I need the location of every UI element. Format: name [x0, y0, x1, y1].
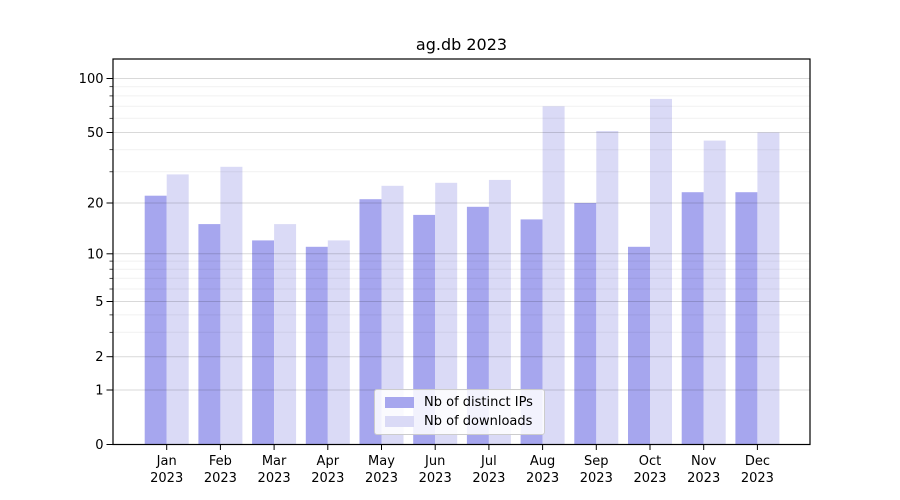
y-tick-label-2: 2 — [95, 350, 103, 365]
bar-jun-distinct-ips — [413, 214, 436, 445]
x-tick-label-month-apr: Apr — [317, 454, 340, 469]
x-tick-label-month-may: May — [368, 454, 395, 469]
bar-jan-distinct-ips — [144, 195, 167, 445]
x-tick-label-year-feb: 2023 — [204, 471, 237, 486]
bar-oct-downloads — [650, 98, 672, 445]
bar-feb-downloads — [220, 166, 243, 445]
x-axis: Jan 2023 Feb 2023 Mar 2023 Apr 2023 May 2023 Jun 20… — [150, 444, 774, 486]
x-tick-label-month-feb: Feb — [209, 454, 232, 469]
legend-swatch-downloads — [385, 415, 414, 427]
bars-distinct-ips — [144, 192, 758, 445]
bar-jul-distinct-ips — [466, 206, 489, 445]
x-tick-label-month-jun: Jun — [424, 454, 445, 469]
bar-nov-distinct-ips — [681, 192, 704, 445]
y-axis: 0 1 2 5 10 20 50 100 — [79, 72, 113, 453]
x-tick-label-year-mar: 2023 — [258, 471, 291, 486]
legend-swatch-distinct-ips — [385, 397, 414, 409]
chart-title: ag.db 2023 — [415, 35, 508, 54]
bar-mar-distinct-ips — [252, 240, 275, 445]
x-tick-label-month-mar: Mar — [262, 454, 287, 469]
bar-may-distinct-ips — [359, 199, 382, 445]
x-tick-label-month-oct: Oct — [639, 454, 661, 469]
x-tick-label-month-nov: Nov — [691, 454, 717, 469]
x-tick-label-year-apr: 2023 — [311, 471, 344, 486]
legend-label-distinct-ips: Nb of distinct IPs — [424, 395, 533, 411]
x-tick-label-month-dec: Dec — [745, 454, 770, 469]
y-tick-label-20: 20 — [87, 197, 104, 212]
bar-sep-downloads — [596, 131, 619, 445]
bar-apr-distinct-ips — [305, 246, 328, 445]
bar-dec-distinct-ips — [735, 192, 758, 445]
x-tick-label-year-may: 2023 — [365, 471, 398, 486]
plot-border — [112, 58, 811, 446]
x-tick-label-year-nov: 2023 — [687, 471, 720, 486]
y-tick-label-50: 50 — [87, 126, 104, 141]
y-tick-label-5: 5 — [95, 295, 103, 310]
x-tick-label-month-jan: Jan — [156, 454, 177, 469]
legend-item-downloads: Nb of downloads — [385, 413, 536, 431]
bar-aug-distinct-ips — [520, 219, 543, 445]
bar-oct-distinct-ips — [628, 246, 650, 445]
x-tick-label-month-sep: Sep — [584, 454, 609, 469]
bar-nov-downloads — [703, 140, 726, 445]
legend-label-downloads: Nb of downloads — [424, 413, 533, 429]
bar-apr-downloads — [327, 240, 350, 445]
y-tick-label-0: 0 — [95, 438, 103, 453]
bar-mar-downloads — [274, 224, 297, 445]
x-tick-label-month-aug: Aug — [530, 454, 555, 469]
x-tick-label-year-sep: 2023 — [580, 471, 613, 486]
x-tick-label-year-jul: 2023 — [472, 471, 505, 486]
x-tick-label-year-oct: 2023 — [633, 471, 666, 486]
y-grid-minor — [113, 86, 810, 333]
x-tick-label-year-jan: 2023 — [150, 471, 183, 486]
y-tick-label-10: 10 — [87, 247, 104, 262]
x-tick-label-year-jun: 2023 — [419, 471, 452, 486]
bar-feb-distinct-ips — [198, 224, 221, 445]
bars-downloads — [166, 98, 780, 445]
bar-jun-downloads — [435, 182, 458, 445]
x-tick-label-year-aug: 2023 — [526, 471, 559, 486]
y-tick-label-1: 1 — [95, 384, 103, 399]
x-tick-label-month-jul: Jul — [480, 454, 497, 469]
bar-dec-downloads — [757, 132, 780, 445]
legend: Nb of distinct IPs Nb of downloads — [374, 389, 545, 435]
y-grid-major — [113, 78, 810, 391]
x-tick-label-year-dec: 2023 — [741, 471, 774, 486]
y-tick-label-100: 100 — [79, 72, 104, 87]
bar-jul-downloads — [488, 179, 511, 445]
bar-may-downloads — [381, 185, 404, 445]
bar-sep-distinct-ips — [574, 203, 597, 445]
bar-aug-downloads — [542, 106, 565, 445]
bar-jan-downloads — [166, 174, 189, 445]
legend-item-distinct-ips: Nb of distinct IPs — [385, 394, 536, 412]
